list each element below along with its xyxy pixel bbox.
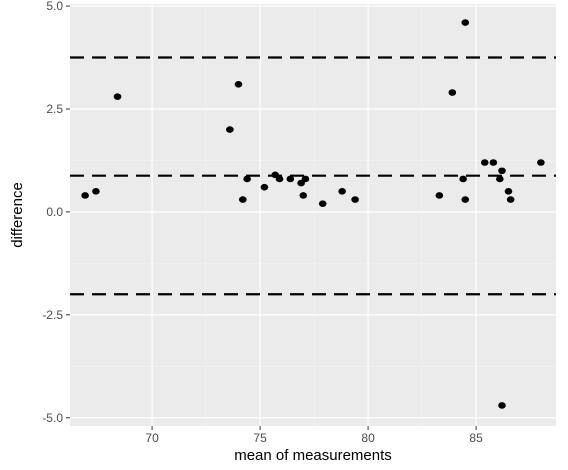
- data-point: [234, 80, 243, 88]
- data-points: [81, 19, 545, 409]
- data-point: [299, 192, 308, 199]
- x-tick-label: 70: [145, 431, 159, 445]
- data-point: [506, 196, 515, 203]
- y-tick-label: 2.5: [46, 102, 63, 116]
- data-point: [81, 192, 89, 199]
- x-tick-label: 75: [253, 431, 267, 445]
- x-axis-title: mean of measurements: [234, 447, 392, 464]
- y-tick-label: 5.0: [46, 0, 63, 13]
- y-tick-label: -2.5: [42, 308, 63, 322]
- y-axis-ticks: 5.0 2.5 0.0 -2.5 -5.0: [42, 0, 70, 425]
- major-gridlines: [70, 4, 556, 426]
- data-point: [239, 196, 247, 203]
- data-point: [498, 167, 506, 175]
- data-point: [301, 175, 310, 183]
- data-point: [537, 159, 545, 166]
- data-point: [498, 402, 506, 409]
- data-point: [113, 93, 122, 100]
- data-point: [275, 175, 284, 183]
- data-point: [435, 192, 444, 199]
- data-point: [461, 19, 470, 26]
- data-point: [448, 89, 457, 96]
- plot-panel: [70, 4, 556, 426]
- data-point: [496, 175, 504, 183]
- data-point: [318, 200, 327, 207]
- data-point: [489, 159, 498, 166]
- x-axis-ticks: 70 75 80 85: [145, 426, 483, 445]
- x-tick-label: 80: [361, 431, 375, 445]
- x-tick-label: 85: [469, 431, 483, 445]
- data-point: [459, 175, 467, 183]
- data-point: [260, 183, 269, 191]
- data-point: [338, 188, 346, 195]
- data-point: [480, 159, 489, 166]
- y-tick-label: 0.0: [46, 205, 63, 219]
- data-point: [351, 196, 359, 203]
- reference-lines: [70, 56, 556, 296]
- data-point: [286, 175, 295, 183]
- data-point: [243, 175, 251, 183]
- y-axis-title: difference: [9, 182, 26, 248]
- data-point: [461, 196, 470, 203]
- data-point: [92, 188, 100, 195]
- data-point: [226, 126, 234, 133]
- y-tick-label: -5.0: [42, 411, 63, 425]
- data-point: [504, 188, 513, 195]
